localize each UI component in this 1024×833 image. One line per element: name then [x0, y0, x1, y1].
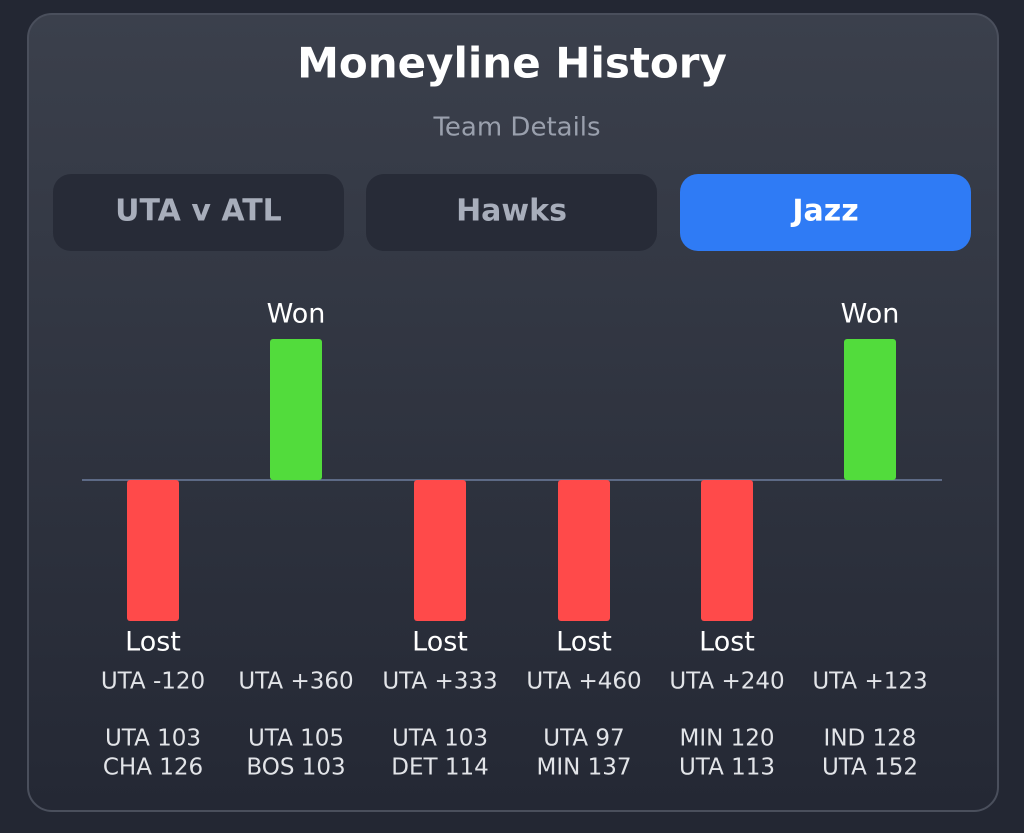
tab[interactable]: Jazz [680, 174, 971, 251]
result-label: Lost [125, 627, 181, 658]
score-label: CHA 126 [103, 755, 203, 781]
result-label: Lost [412, 627, 468, 658]
subtitle: Team Details [432, 113, 600, 143]
bar [270, 339, 322, 480]
tab-background [53, 174, 344, 251]
moneyline-label: UTA +123 [812, 669, 927, 695]
score-label: UTA 113 [679, 755, 775, 781]
tab-label: UTA v ATL [115, 194, 282, 229]
tab-label: Jazz [790, 194, 858, 229]
bar [558, 480, 610, 621]
result-label: Won [841, 299, 900, 330]
tab[interactable]: UTA v ATL [53, 174, 344, 251]
score-label: UTA 103 [392, 726, 488, 752]
score-label: UTA 152 [822, 755, 918, 781]
tab-label: Hawks [456, 194, 567, 229]
score-label: DET 114 [391, 755, 489, 781]
result-label: Lost [699, 627, 755, 658]
moneyline-label: UTA +360 [238, 669, 353, 695]
moneyline-label: UTA +333 [382, 669, 497, 695]
result-label: Lost [556, 627, 612, 658]
score-label: UTA 103 [105, 726, 201, 752]
bar [414, 480, 466, 621]
moneyline-label: UTA +240 [669, 669, 784, 695]
score-label: UTA 105 [248, 726, 344, 752]
result-label: Won [267, 299, 326, 330]
moneyline-label: UTA -120 [101, 669, 205, 695]
bar [701, 480, 753, 621]
tab-background [366, 174, 657, 251]
tab-background [680, 174, 971, 251]
bar [844, 339, 896, 480]
bar [127, 480, 179, 621]
score-label: MIN 120 [679, 726, 774, 752]
score-label: IND 128 [824, 726, 917, 752]
tab[interactable]: Hawks [366, 174, 657, 251]
moneyline-label: UTA +460 [526, 669, 641, 695]
score-label: UTA 97 [543, 726, 624, 752]
score-label: MIN 137 [536, 755, 631, 781]
chart-title: Moneyline History [297, 39, 727, 88]
score-label: BOS 103 [246, 755, 345, 781]
